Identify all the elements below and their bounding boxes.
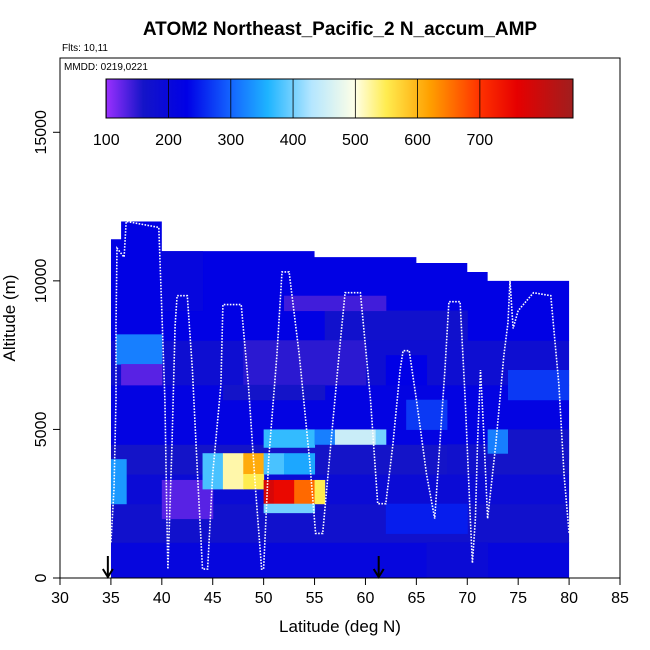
heatmap-cell-37 <box>508 370 570 401</box>
dates-note: MMDD: 0219,0221 <box>64 62 148 73</box>
x-tick-label: 40 <box>153 590 171 607</box>
heatmap-cell-30 <box>385 355 428 386</box>
heatmap-cell-15 <box>263 453 285 475</box>
heatmap-cell-12 <box>222 453 244 490</box>
flight-track-line <box>110 220 570 570</box>
colorbar-tick-label: 700 <box>467 132 494 149</box>
colorbar: 100 200 300 400 500 600 700 <box>93 78 574 149</box>
heatmap-cell-24 <box>334 429 377 445</box>
x-tick-label: 50 <box>255 590 273 607</box>
heatmap-cell-27 <box>243 340 366 386</box>
heatmap-cell-36 <box>161 251 204 312</box>
heatmap-cell-25 <box>375 429 387 445</box>
y-tick-label: 10000 <box>33 259 50 304</box>
colorbar-tick-label: 300 <box>217 132 244 149</box>
y-tick-label: 5000 <box>33 412 50 448</box>
heatmap-cell-0 <box>110 542 570 579</box>
colorbar-tick-label: 200 <box>155 132 182 149</box>
latitude-arrows <box>102 556 385 579</box>
heatmap-cell-20 <box>314 479 326 505</box>
x-tick-label: 80 <box>560 590 578 607</box>
x-axis: 30 35 40 45 50 55 60 65 70 75 80 85 <box>51 577 629 607</box>
heatmap-cell-34 <box>385 503 468 534</box>
flight-track <box>110 220 570 570</box>
x-tick-label: 75 <box>509 590 527 607</box>
colorbar-tick-label: 400 <box>280 132 307 149</box>
heatmap-cell-17 <box>263 479 275 505</box>
x-tick-label: 55 <box>306 590 324 607</box>
latitude-arrow <box>102 556 114 579</box>
heatmap-cell-7 <box>110 459 127 505</box>
chart-title: ATOM2 Northeast_Pacific_2 N_accum_AMP <box>143 19 538 40</box>
colorbar-border <box>105 78 574 119</box>
x-tick-label: 85 <box>611 590 629 607</box>
x-tick-label: 70 <box>458 590 476 607</box>
heatmap-cell-9 <box>121 364 163 386</box>
x-tick-label: 30 <box>51 590 69 607</box>
heatmap-cell-14 <box>243 474 265 490</box>
heatmap-cells <box>110 221 570 579</box>
colorbar-tick-label: 600 <box>404 132 431 149</box>
heatmap-cell-33 <box>508 429 570 460</box>
y-tick-label: 15000 <box>33 110 50 155</box>
heatmap-cell-19 <box>294 479 316 505</box>
heatmap-cell-38 <box>406 399 448 430</box>
x-tick-label: 35 <box>102 590 120 607</box>
colorbar-tick-label: 500 <box>342 132 369 149</box>
x-tick-label: 65 <box>407 590 425 607</box>
y-tick-label: 0 <box>33 573 50 582</box>
x-tick-label: 45 <box>204 590 222 607</box>
colorbar-gradient <box>106 79 573 118</box>
heatmap-cell-21 <box>263 503 316 514</box>
flights-note: Flts: 10,11 <box>62 43 108 54</box>
heatmap-cell-16 <box>284 453 316 475</box>
heatmap-cell-8 <box>116 334 163 365</box>
heatmap-cell-18 <box>273 479 295 505</box>
heatmap-cell-23 <box>314 429 336 445</box>
x-axis-label: Latitude (deg N) <box>279 617 401 636</box>
heatmap-cell-22 <box>263 429 316 448</box>
colorbar-tick-label: 100 <box>93 132 120 149</box>
y-axis: 0 5000 10000 15000 <box>33 110 61 582</box>
x-tick-label: 60 <box>357 590 375 607</box>
heatmap-cell-32 <box>487 429 509 454</box>
heatmap-cell-28 <box>284 295 387 312</box>
latitude-arrow <box>372 556 385 579</box>
y-axis-label: Altitude (m) <box>0 275 19 362</box>
heatmap-cell-35 <box>426 542 489 579</box>
heatmap-cell-26 <box>324 310 468 341</box>
